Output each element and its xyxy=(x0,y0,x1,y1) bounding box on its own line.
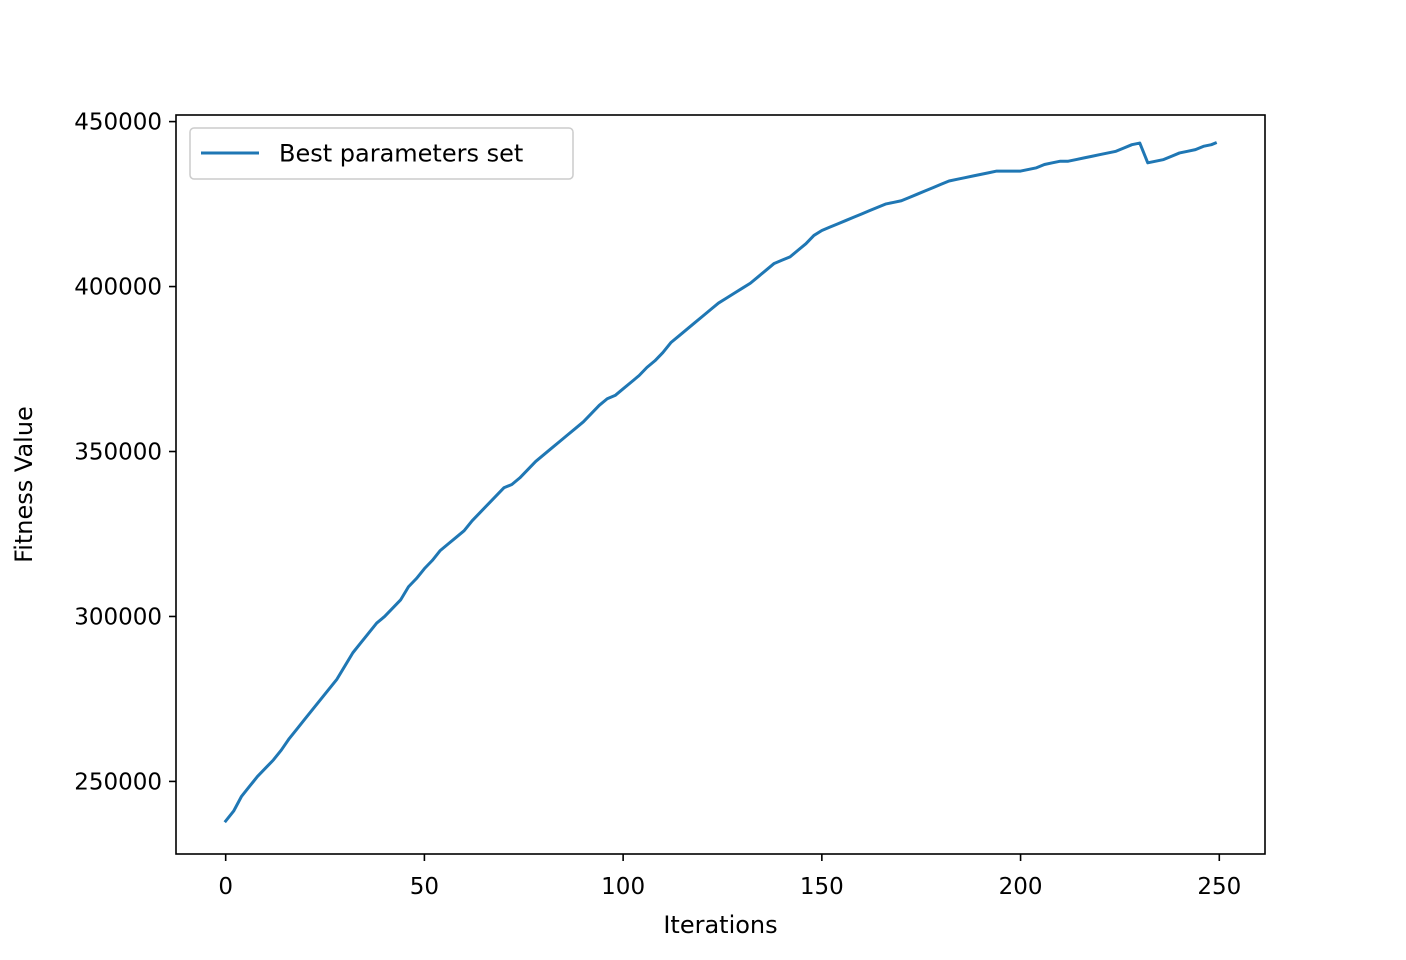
legend: Best parameters set xyxy=(189,127,574,180)
x-axis-ticks: 0 50 100 150 200 250 xyxy=(218,854,1241,900)
plot-area-background xyxy=(176,115,1265,854)
y-tick-label: 450000 xyxy=(74,110,162,136)
x-tick-label: 150 xyxy=(800,874,844,900)
y-tick-label: 350000 xyxy=(74,440,162,466)
x-axis-label: Iterations xyxy=(663,911,777,939)
x-tick-label: 100 xyxy=(601,874,645,900)
y-axis-label: Fitness Value xyxy=(10,406,38,563)
y-tick-label: 300000 xyxy=(74,604,162,630)
series-line-0 xyxy=(223,141,1218,824)
x-tick-label: 250 xyxy=(1197,874,1241,900)
legend-label: Best parameters set xyxy=(279,140,523,168)
y-tick-label: 250000 xyxy=(74,769,162,795)
y-axis-ticks: 250000 300000 350000 400000 450000 xyxy=(74,110,176,795)
x-tick-label: 0 xyxy=(218,874,233,900)
legend-frame xyxy=(189,127,574,180)
series-layer xyxy=(223,141,1218,824)
plot-frame xyxy=(175,114,1266,855)
y-tick-label: 400000 xyxy=(74,275,162,301)
x-tick-label: 200 xyxy=(999,874,1043,900)
x-tick-label: 50 xyxy=(410,874,439,900)
